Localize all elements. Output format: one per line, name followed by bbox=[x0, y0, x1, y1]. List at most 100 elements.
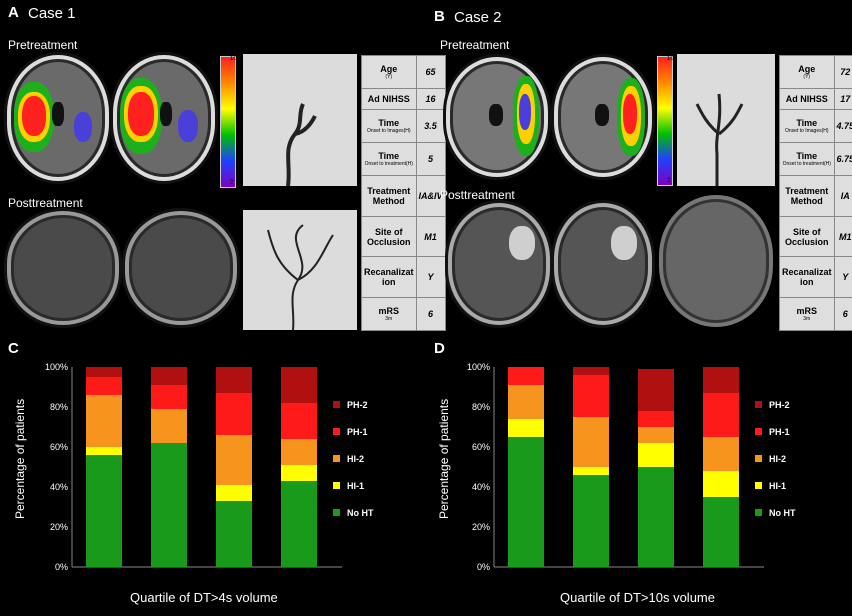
case2-title: Case 2 bbox=[454, 9, 502, 26]
case2-info-value: Y bbox=[833, 256, 852, 299]
case1-perfusion-scan-1 bbox=[4, 52, 112, 184]
chart-d-bar-segment bbox=[638, 411, 674, 427]
case1-colorbar-bottom: 2 bbox=[230, 180, 234, 186]
case1-info-key: Time Onset to treatment(H) bbox=[361, 142, 417, 177]
case2-info-row: Treatment Method IA bbox=[779, 175, 852, 217]
chart-d-bar-segment bbox=[638, 427, 674, 443]
chart-d-bar-segment bbox=[508, 385, 544, 419]
chart-c-ytick-label: 20% bbox=[50, 522, 68, 532]
case1-ct-post-2 bbox=[122, 208, 240, 328]
case1-info-value: Y bbox=[415, 256, 446, 299]
chart-c-bar-segment bbox=[281, 367, 317, 403]
chart-d-legend-label: HI-1 bbox=[769, 481, 786, 491]
case2-info-row: Ad NIHSS 17 bbox=[779, 87, 852, 111]
chart-d-bar-segment bbox=[638, 443, 674, 467]
case2-info-key-sub: Onset to treatment(H) bbox=[782, 161, 831, 168]
chart-d-legend-swatch bbox=[755, 482, 762, 489]
case2-info-value: 6 bbox=[833, 297, 852, 331]
case1-info-key-sub: Onset to Images(H) bbox=[366, 128, 411, 135]
chart-d-bar-segment bbox=[573, 417, 609, 467]
chart-d-ytick-label: 60% bbox=[472, 442, 490, 452]
chart-c-bar-segment bbox=[281, 465, 317, 481]
case1-info-key-sub: 3m bbox=[385, 316, 393, 323]
case2-info-value: IA bbox=[833, 175, 852, 217]
chart-c-bar-segment bbox=[281, 403, 317, 439]
case2-pre-label: Pretreatment bbox=[440, 38, 510, 52]
chart-d-bar-segment bbox=[573, 467, 609, 475]
chart-c-legend-swatch bbox=[333, 428, 340, 435]
chart-c-bar-segment bbox=[216, 501, 252, 567]
chart-d-bar-segment bbox=[508, 367, 544, 385]
case1-info-key: mRS 3m bbox=[361, 297, 417, 331]
chart-c-bar-segment bbox=[216, 367, 252, 393]
panel-a-letter: A bbox=[8, 4, 19, 21]
case1-angiogram-pre bbox=[243, 54, 357, 186]
chart-d-legend-label: No HT bbox=[769, 508, 796, 518]
chart-d-bar-segment bbox=[638, 369, 674, 411]
chart-c-xlabel: Quartile of DT>4s volume bbox=[130, 590, 278, 605]
case1-info-value: M1 bbox=[415, 215, 446, 258]
case2-angiogram-pre bbox=[677, 54, 775, 186]
case2-info-key: Recanalizat ion bbox=[779, 256, 835, 299]
case1-pre-label: Pretreatment bbox=[8, 38, 78, 52]
case2-info-row: Site of Occlusion M1 bbox=[779, 215, 852, 258]
chart-d-ytick-label: 40% bbox=[472, 482, 490, 492]
case1-info-row: mRS 3m 6 bbox=[361, 297, 446, 331]
case2-info-key-sub: (Y) bbox=[803, 73, 811, 80]
case1-info-key-text: mRS bbox=[378, 306, 400, 317]
case2-info-key-text: Time bbox=[796, 118, 818, 129]
panel-d-letter: D bbox=[434, 340, 445, 357]
case1-info-table: Age (Y) 65 Ad NIHSS 16 Time Onset to Images(H)… bbox=[361, 55, 446, 331]
chart-d-bar-segment bbox=[638, 467, 674, 567]
chart-c-ytick-label: 40% bbox=[50, 482, 68, 492]
case2-info-key-text: Recanalizat ion bbox=[782, 267, 832, 288]
chart-d-ylabel: Percentage of patients bbox=[437, 398, 451, 519]
case2-colorbar bbox=[657, 56, 673, 186]
case2-info-key: Time Onset to treatment(H) bbox=[779, 142, 835, 177]
chart-d-bar-segment bbox=[573, 475, 609, 567]
case1-info-row: Time Onset to Images(H) 3.5 bbox=[361, 109, 446, 144]
panel-c-letter: C bbox=[8, 340, 19, 357]
case2-info-value: 17 bbox=[833, 87, 852, 111]
case1-info-key-sub: (Y) bbox=[385, 73, 393, 80]
chart-c-bar-segment bbox=[151, 367, 187, 385]
case2-info-row: Recanalizat ion Y bbox=[779, 256, 852, 299]
case2-info-table: Age (Y) 72 Ad NIHSS 17 Time Onset to Images(H)… bbox=[779, 55, 852, 331]
case1-ct-post-1 bbox=[4, 208, 122, 328]
chart-d-legend-swatch bbox=[755, 401, 762, 408]
case2-ct-post-2 bbox=[551, 200, 655, 328]
case1-info-key: Ad NIHSS bbox=[361, 87, 417, 111]
chart-c-bar-segment bbox=[86, 455, 122, 567]
chart-c-legend-swatch bbox=[333, 509, 340, 516]
case2-info-value: M1 bbox=[833, 215, 852, 258]
case2-perfusion-scan-2 bbox=[551, 54, 655, 180]
case2-info-key-sub: Onset to Images(H) bbox=[784, 128, 829, 135]
chart-d-legend-label: HI-2 bbox=[769, 454, 786, 464]
case1-info-key-text: Ad NIHSS bbox=[367, 94, 410, 105]
case1-info-row: Time Onset to treatment(H) 5 bbox=[361, 142, 446, 177]
case2-info-key: Time Onset to Images(H) bbox=[779, 109, 835, 144]
chart-c-legend-label: No HT bbox=[347, 508, 374, 518]
chart-c-ytick-label: 60% bbox=[50, 442, 68, 452]
case1-info-row: Ad NIHSS 16 bbox=[361, 87, 446, 111]
case1-info-key: Time Onset to Images(H) bbox=[361, 109, 417, 144]
case1-info-key-sub: Onset to treatment(H) bbox=[364, 161, 413, 168]
case2-mri-post bbox=[656, 192, 776, 330]
case2-post-label: Posttreatment bbox=[440, 188, 515, 202]
case2-ct-post-1 bbox=[445, 200, 553, 328]
case1-info-key-text: Time bbox=[378, 151, 400, 162]
chart-c-bar-segment bbox=[281, 439, 317, 465]
chart-d-bar-segment bbox=[703, 497, 739, 567]
case2-info-key-text: Ad NIHSS bbox=[785, 94, 828, 105]
case2-info-key: mRS 3m bbox=[779, 297, 835, 331]
chart-d-bar-segment bbox=[573, 367, 609, 375]
chart-c-bar-segment bbox=[151, 409, 187, 443]
case2-info-key-text: Age bbox=[798, 63, 816, 74]
chart-c-bar-segment bbox=[86, 447, 122, 455]
chart-c-bar-segment bbox=[216, 485, 252, 501]
chart-d-bar-segment bbox=[508, 437, 544, 567]
case1-info-value: IA&IV bbox=[415, 175, 446, 217]
chart-c-legend-label: PH-2 bbox=[347, 400, 368, 410]
panel-b-letter: B bbox=[434, 8, 445, 25]
